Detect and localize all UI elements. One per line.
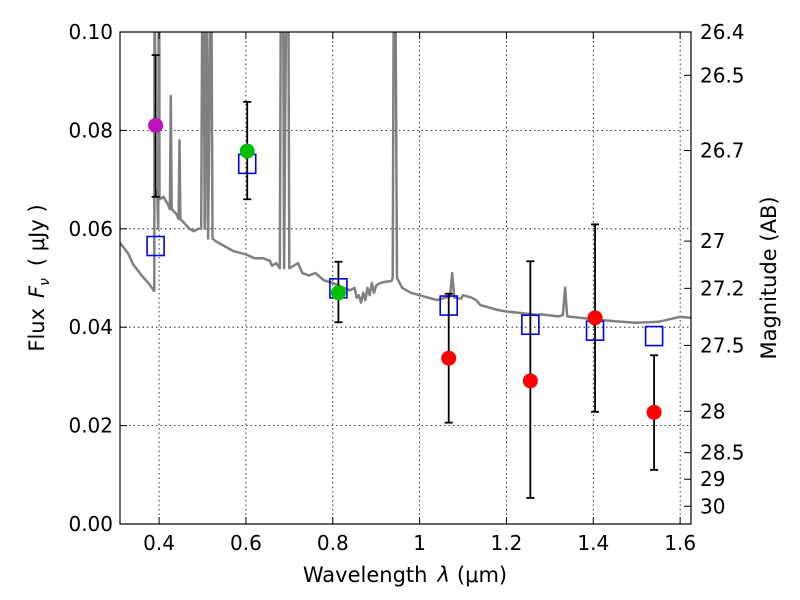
y2-tick-label: 28 bbox=[700, 399, 725, 423]
y-axis-label: FluxFν( μJy ) bbox=[25, 204, 53, 351]
x-tick-label: 1.2 bbox=[491, 531, 523, 555]
observed-point bbox=[522, 373, 538, 389]
y-tick-label: 0.08 bbox=[68, 118, 113, 142]
observed-point bbox=[330, 285, 346, 301]
model-spectrum-line bbox=[120, 32, 691, 325]
x-tick-label: 0.6 bbox=[230, 531, 262, 555]
y2-tick-label: 26.5 bbox=[700, 63, 745, 87]
observed-point bbox=[587, 310, 603, 326]
y2-tick-label: 26.7 bbox=[700, 139, 745, 163]
x-tick-label: 1.6 bbox=[664, 531, 696, 555]
axis-ticks: 0.4 0.6 0.8 1 1.2 1.4 1.6 0.00 0.02 0.04 0.06 0.08 0… bbox=[68, 20, 744, 555]
x-tick-label: 1.4 bbox=[577, 531, 609, 555]
y2-tick-label: 27 bbox=[700, 229, 725, 253]
observed-point bbox=[148, 117, 164, 133]
model-photometry-square bbox=[146, 235, 165, 257]
y-tick-label: 0.04 bbox=[68, 315, 113, 339]
observed-point bbox=[441, 350, 457, 366]
x-axis-label: Wavelength λ (μm) bbox=[303, 563, 507, 587]
y2-tick-label: 26.4 bbox=[700, 20, 745, 44]
y-tick-label: 0.10 bbox=[68, 20, 113, 44]
y2-tick-label: 27.2 bbox=[700, 276, 745, 300]
x-tick-label: 0.8 bbox=[317, 531, 349, 555]
y2-tick-label: 27.5 bbox=[700, 333, 745, 357]
y2-tick-label: 29 bbox=[700, 467, 725, 491]
y-tick-label: 0.02 bbox=[68, 414, 113, 438]
y-tick-label: 0.00 bbox=[68, 512, 113, 536]
y-tick-label: 0.06 bbox=[68, 217, 113, 241]
plot-frame bbox=[119, 31, 692, 525]
y2-tick-label: 28.5 bbox=[700, 441, 745, 465]
observed-point bbox=[646, 404, 662, 420]
x-tick-label: 1 bbox=[413, 531, 426, 555]
x-tick-label: 0.4 bbox=[143, 531, 175, 555]
y2-axis-label: Magnitude (AB) bbox=[757, 196, 781, 359]
observed-photometry-series bbox=[148, 54, 662, 499]
model-photometry-square bbox=[644, 325, 664, 347]
y2-tick-label: 30 bbox=[700, 494, 725, 518]
observed-point bbox=[239, 143, 255, 159]
